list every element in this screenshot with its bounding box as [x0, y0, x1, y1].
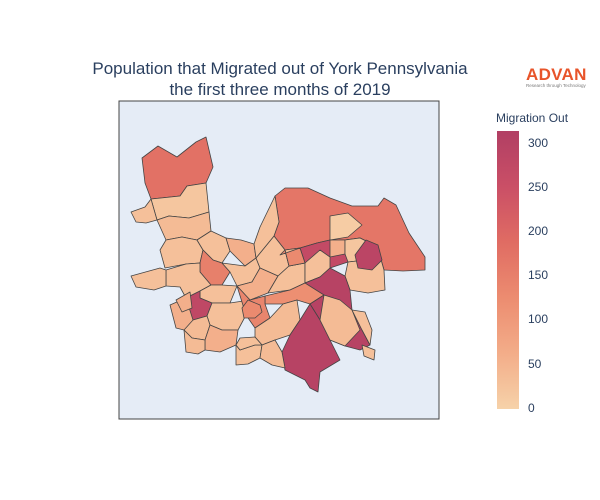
colorbar	[497, 131, 519, 409]
colorbar-tick: 300	[528, 136, 549, 150]
map-region[interactable]	[354, 239, 383, 271]
logo-tagline: Research through Technology	[526, 83, 586, 88]
map-region[interactable]	[329, 239, 346, 258]
map-region[interactable]	[351, 309, 373, 346]
map-region[interactable]	[361, 344, 376, 361]
colorbar-tick: 150	[528, 268, 549, 282]
map-region[interactable]	[281, 303, 341, 393]
colorbar-title: Migration Out	[496, 111, 569, 125]
title-line-2: the first three months of 2019	[169, 80, 391, 99]
map-region[interactable]	[259, 339, 286, 369]
map-region[interactable]	[183, 329, 206, 355]
map-region[interactable]	[329, 212, 363, 241]
colorbar-tick: 200	[528, 224, 549, 238]
map-region[interactable]	[175, 291, 193, 313]
title-line-1: Population that Migrated out of York Pen…	[92, 59, 468, 78]
colorbar-tick: 100	[528, 312, 549, 326]
map-region[interactable]	[319, 294, 361, 347]
colorbar-tick: 50	[528, 357, 542, 371]
map-region[interactable]	[241, 299, 263, 319]
map-region[interactable]	[235, 336, 263, 351]
map-region[interactable]	[253, 195, 280, 259]
colorbar-tick: 250	[528, 180, 549, 194]
colorbar-tick: 0	[528, 401, 535, 415]
logo-wordmark: ADVAN	[526, 65, 587, 84]
map-region[interactable]	[130, 267, 167, 291]
advan-logo: ADVAN Research through Technology	[526, 66, 596, 89]
chart-title: Population that Migrated out of York Pen…	[40, 58, 520, 100]
map-region[interactable]	[279, 247, 306, 267]
